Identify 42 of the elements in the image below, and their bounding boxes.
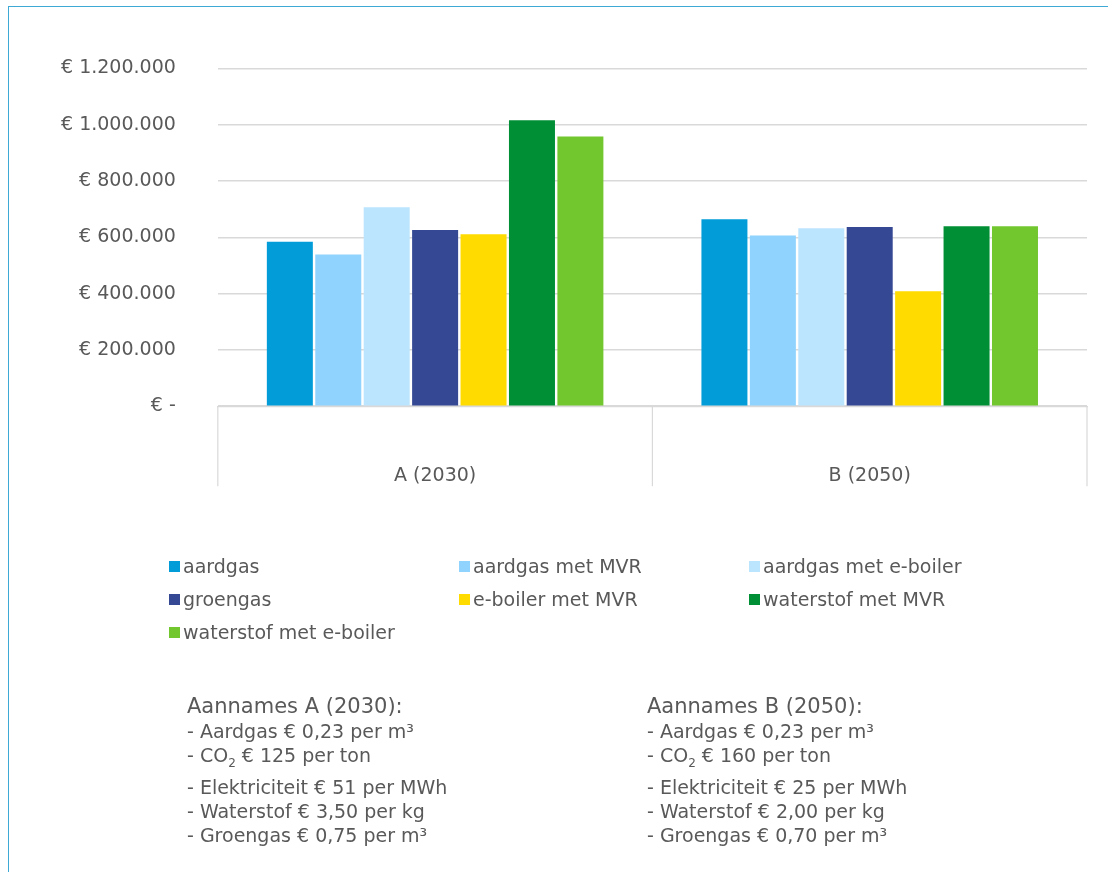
y-tick-label: € 600.000: [79, 224, 176, 247]
y-tick-label: € 400.000: [79, 280, 176, 303]
y-tick-label: € 800.000: [79, 167, 176, 190]
text: - Elektriciteit € 51 per MWh: [187, 774, 449, 799]
bar: [798, 228, 845, 406]
text: Aannames B (2050):: [647, 693, 864, 719]
bar: [991, 226, 1038, 406]
bar: [846, 226, 893, 406]
bar: [412, 229, 459, 406]
legend-label: aardgas: [183, 555, 260, 577]
bar: [895, 291, 942, 406]
legend-label: waterstof met e-boiler: [183, 621, 395, 643]
text: - CO$_{2}$ € 125 per ton: [187, 743, 372, 772]
legend-label: waterstof met MVR: [763, 588, 946, 610]
bar: [508, 120, 555, 406]
text: - Aardgas € 0,23 per m³: [187, 719, 415, 743]
bar: [749, 235, 796, 406]
text: - Elektriciteit € 25 per MWh: [647, 774, 909, 799]
y-tick-label: € 1.000.000: [61, 111, 176, 134]
bar: [557, 136, 604, 406]
y-tick-label: € 200.000: [79, 336, 176, 359]
text: - Waterstof € 2,00 per kg: [647, 798, 886, 823]
text: - Waterstof € 3,50 per kg: [187, 798, 426, 823]
x-tick-label: B (2050): [828, 462, 911, 485]
bar: [266, 241, 313, 406]
legend-label: e-boiler met MVR: [473, 588, 638, 610]
text: - CO$_{2}$ € 160 per ton: [647, 743, 832, 772]
bar: [460, 234, 507, 406]
x-tick-label: A (2030): [394, 462, 477, 485]
bar: [363, 207, 410, 406]
y-tick-label: € 1.200.000: [61, 55, 176, 78]
legend-label: aardgas met MVR: [473, 555, 642, 577]
text: - Groengas € 0,75 per m³: [187, 822, 429, 847]
text: - Aardgas € 0,23 per m³: [647, 719, 875, 743]
bar: [943, 226, 990, 406]
legend-label: groengas: [183, 588, 272, 610]
y-tick-label: € -: [150, 393, 176, 416]
text: Aannames A (2030):: [187, 693, 404, 719]
legend-label: aardgas met e-boiler: [763, 555, 962, 577]
text: - Groengas € 0,70 per m³: [647, 822, 889, 847]
bar: [315, 254, 362, 406]
bar: [701, 219, 748, 406]
